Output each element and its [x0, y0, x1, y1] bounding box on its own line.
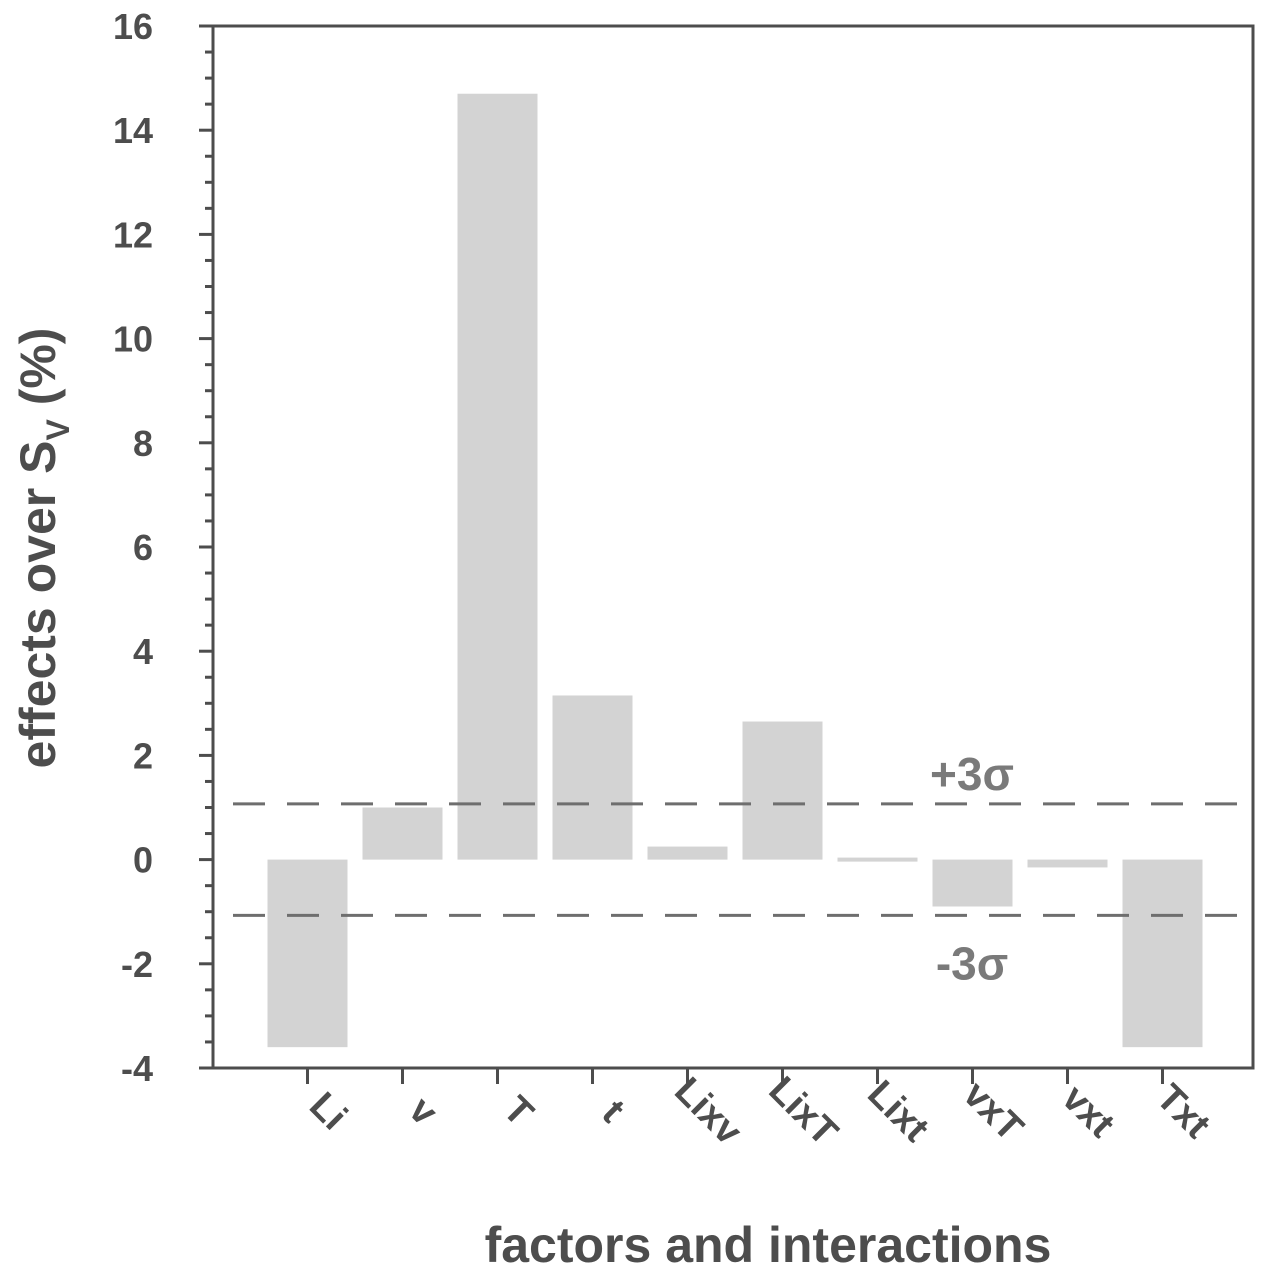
y-tick-label: 6 [133, 527, 153, 568]
x-tick-label: T [495, 1088, 541, 1134]
plus-3-sigma-label: +3σ [930, 748, 1014, 800]
x-tick-label: v [401, 1089, 446, 1134]
x-tick-label: t [594, 1092, 633, 1131]
reference-lines-layer: +3σ -3σ [233, 748, 1243, 989]
x-tick-label: vxT [955, 1074, 1031, 1150]
bars-layer [267, 93, 1203, 1048]
y-axis-title-suffix: (%) [10, 328, 66, 420]
bar-lixv [647, 846, 728, 860]
bar-lixt [742, 721, 823, 860]
y-tick-label: 10 [113, 319, 153, 360]
bar-vxt [1027, 859, 1108, 868]
y-tick-label: 16 [113, 6, 153, 47]
bar-vxt [932, 859, 1013, 907]
y-tick-label: -2 [121, 944, 153, 985]
y-tick-label: -4 [121, 1048, 153, 1089]
x-tick-label: LixT [761, 1069, 846, 1154]
y-axis-title-subscript: V [40, 419, 76, 441]
bar-txt [1122, 859, 1203, 1048]
x-tick-label: Lixt [859, 1073, 937, 1151]
plot-frame [211, 24, 1255, 1070]
y-tick-label: 2 [133, 735, 153, 776]
bar-v [362, 807, 443, 860]
minus-3-sigma-label: -3σ [936, 937, 1008, 989]
x-tick-label: vxt [1054, 1077, 1123, 1146]
y-tick-label: 4 [133, 631, 153, 672]
y-tick-label: 14 [113, 110, 153, 151]
bar-t [457, 93, 538, 860]
x-tick-label: Txt [1148, 1077, 1218, 1147]
y-tick-label: 12 [113, 214, 153, 255]
y-tick-label: 8 [133, 423, 153, 464]
x-axis-title: factors and interactions [485, 1217, 1052, 1273]
y-axis-ticks: -4 -2 0 2 4 6 8 10 12 14 16 [113, 6, 213, 1089]
x-tick-label: Li [301, 1085, 355, 1139]
y-axis-title-main: effects over S [10, 441, 66, 769]
y-tick-label: 0 [133, 840, 153, 881]
bar-lixt [837, 857, 918, 862]
y-axis-title: effects over SV (%) [10, 328, 76, 769]
bar-t [552, 695, 633, 860]
x-tick-label: Lixv [666, 1070, 749, 1153]
bar-li [267, 859, 348, 1048]
